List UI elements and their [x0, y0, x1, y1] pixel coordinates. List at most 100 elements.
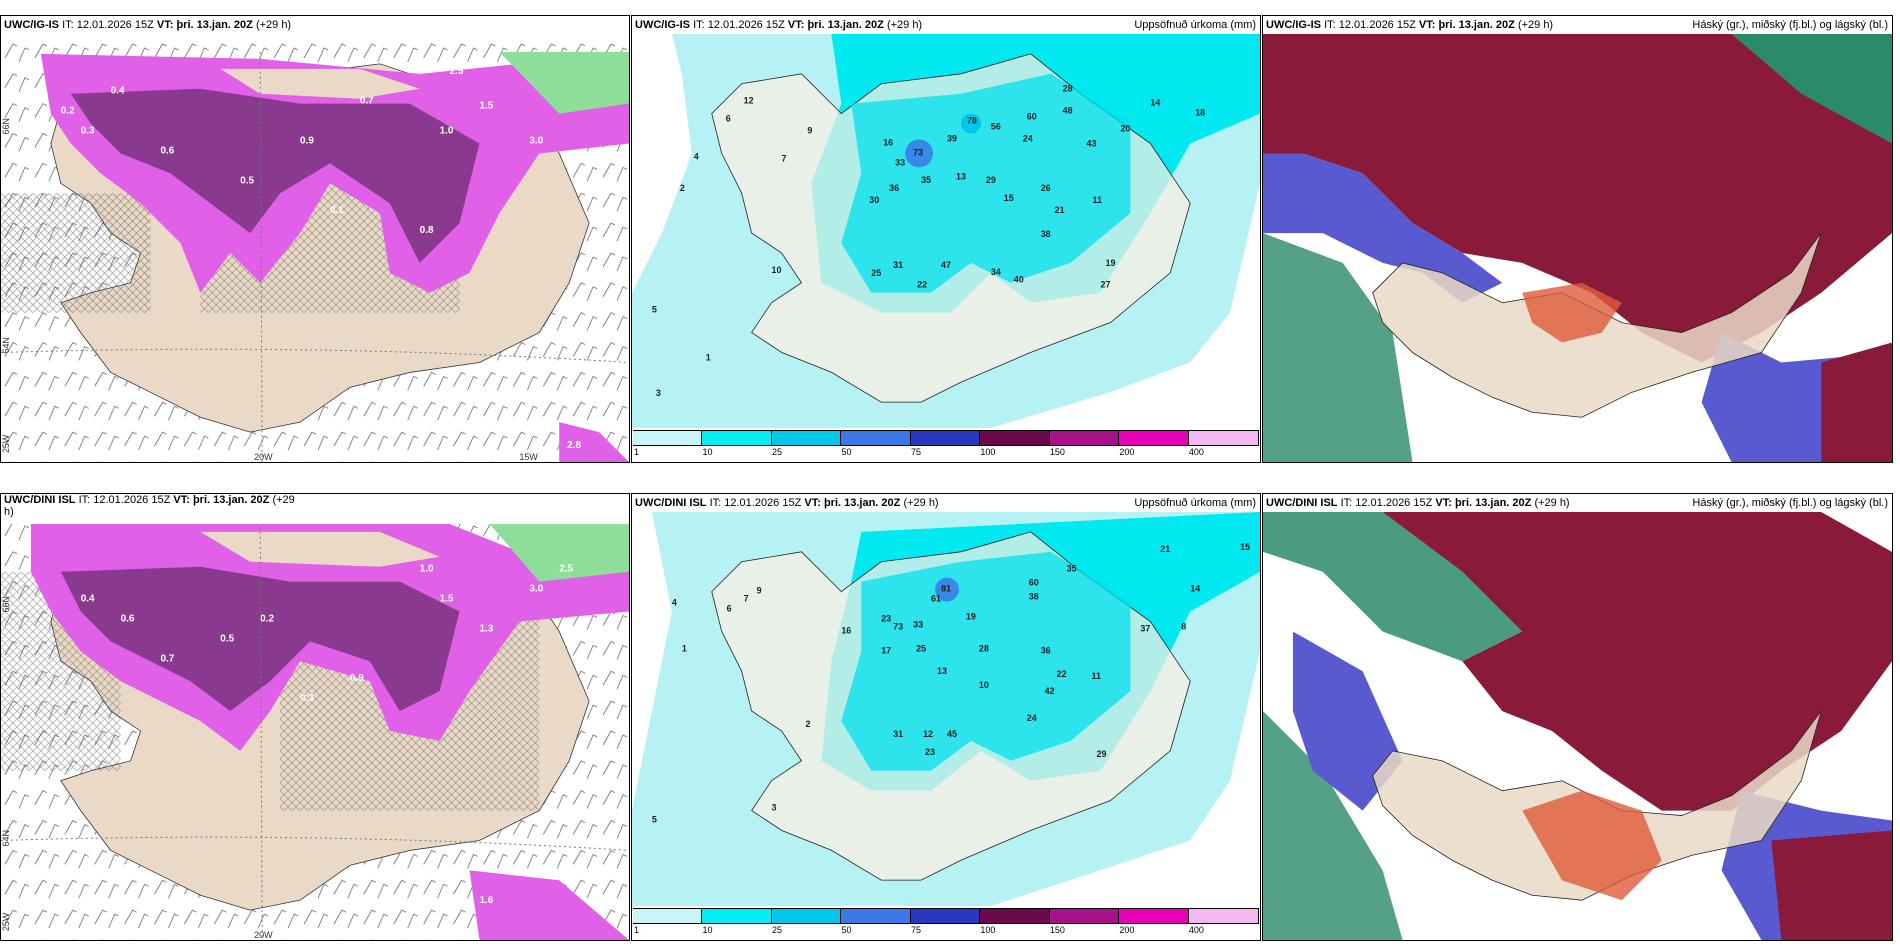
svg-text:5: 5	[652, 305, 657, 315]
panel-top-middle: UWC/IG-IS IT: 12.01.2026 15Z VT: þri. 13…	[631, 15, 1261, 463]
colorbar-swatch-6	[980, 431, 1050, 445]
tick: 200	[1119, 925, 1135, 935]
it-value: 12.01.2026 15Z	[1338, 19, 1416, 31]
svg-text:0.4: 0.4	[81, 594, 95, 605]
svg-text:0.7: 0.7	[360, 96, 374, 107]
colorbar-swatch-8	[1119, 431, 1189, 445]
svg-text:1.5: 1.5	[440, 594, 454, 605]
snow-labels: 0.4 0.6 0.7 0.5 0.3 1.5 1.3 1.0 3.0 2.5 …	[81, 564, 574, 906]
precip-map: 81 61 73 33 23 25 13 10 28 36 22 42 24 4…	[632, 512, 1260, 906]
svg-text:29: 29	[986, 175, 996, 185]
panel-bottom-right: UWC/DINI ISL IT: 12.01.2026 15Z VT: þri.…	[1262, 493, 1893, 941]
svg-text:45: 45	[947, 729, 957, 739]
colorbar-swatch-5	[910, 909, 981, 923]
svg-text:18: 18	[1195, 108, 1205, 118]
svg-text:56: 56	[991, 122, 1001, 132]
svg-text:0.3: 0.3	[300, 693, 314, 704]
map-title: Háský (gr.), miðský (fj.bl.) og lágský (…	[1692, 19, 1888, 31]
precip-max-cell	[935, 577, 959, 602]
colorbar-swatch-7	[1049, 909, 1120, 923]
colorbar-swatch-4	[841, 909, 911, 923]
colorbar-swatch-3	[771, 431, 842, 445]
model-name: UWC/DINI ISL	[635, 497, 707, 509]
svg-text:27: 27	[1101, 280, 1111, 290]
precip-map-svg: 81 61 73 33 23 25 13 10 28 36 22 42 24 4…	[632, 512, 1260, 906]
tick: 10	[702, 925, 713, 935]
svg-text:37: 37	[1140, 623, 1150, 633]
svg-text:28: 28	[1063, 84, 1073, 94]
vt-label: VT: þri. 13.jan. 20Z	[804, 497, 901, 509]
svg-text:26: 26	[1041, 183, 1051, 193]
svg-text:9: 9	[757, 586, 762, 596]
svg-text:12: 12	[923, 729, 933, 739]
lon-label-20: 20W	[254, 452, 273, 462]
lead-time: (+29	[272, 494, 295, 506]
snow-map: 0.4 0.6 0.7 0.5 0.3 1.5 1.3 1.0 3.0 2.5 …	[1, 512, 629, 940]
it-value: 12.01.2026 15Z	[1355, 497, 1433, 509]
panel-header: UWC/IG-IS IT: 12.01.2026 15Z VT: þri. 13…	[1263, 16, 1892, 34]
vt-label: VT: þri. 13.jan. 20Z	[1435, 497, 1532, 509]
lead-time: (+29 h)	[255, 19, 292, 31]
cloud-map	[1263, 512, 1892, 940]
green-area-ne	[479, 512, 629, 582]
colorbar-swatch-9	[1188, 909, 1259, 923]
lead-time-wrap: h)	[4, 506, 14, 518]
svg-text:0.2: 0.2	[61, 106, 75, 117]
it-value: 12.01.2026 15Z	[93, 494, 171, 506]
svg-text:3: 3	[772, 802, 777, 812]
svg-text:2.8: 2.8	[567, 440, 581, 451]
precip-band-core	[70, 88, 480, 263]
svg-text:47: 47	[941, 260, 951, 270]
it-value: 12.01.2026 15Z	[76, 19, 154, 31]
svg-text:21: 21	[1160, 544, 1170, 554]
svg-text:6: 6	[726, 114, 731, 124]
svg-text:34: 34	[991, 267, 1001, 277]
svg-text:19: 19	[966, 611, 976, 621]
svg-text:3: 3	[656, 388, 661, 398]
tick: 100	[980, 447, 996, 457]
svg-text:15: 15	[1004, 193, 1014, 203]
svg-text:23: 23	[881, 613, 891, 623]
panel-top-right: UWC/IG-IS IT: 12.01.2026 15Z VT: þri. 13…	[1262, 15, 1893, 463]
precip-cell	[960, 113, 981, 134]
tick: 10	[702, 447, 713, 457]
svg-text:31: 31	[893, 260, 903, 270]
svg-text:2.5: 2.5	[559, 564, 573, 575]
cloud-map	[1263, 34, 1892, 462]
svg-text:21: 21	[1055, 205, 1065, 215]
panel-header: UWC/DINI ISL IT: 12.01.2026 15Z VT: þri.…	[1, 494, 629, 524]
mid-cloud-red-se	[1821, 342, 1892, 462]
panel-header: UWC/IG-IS IT: 12.01.2026 15Z VT: þri. 13…	[1, 16, 629, 34]
precip-inland-band	[841, 73, 1131, 293]
svg-text:16: 16	[883, 137, 893, 147]
tick: 100	[980, 925, 996, 935]
map-title: Uppsöfnuð úrkoma (mm)	[1134, 19, 1256, 31]
svg-text:60: 60	[1029, 578, 1039, 588]
svg-text:1.6: 1.6	[479, 895, 493, 906]
svg-text:15: 15	[1240, 542, 1250, 552]
precip-inner-hole	[220, 68, 420, 99]
it-label: IT:	[709, 497, 722, 509]
svg-text:29: 29	[1097, 749, 1107, 759]
it-label: IT:	[1324, 19, 1336, 31]
svg-text:1: 1	[682, 643, 687, 653]
model-name: UWC/IG-IS	[635, 19, 690, 31]
svg-text:14: 14	[1190, 584, 1200, 594]
vt-label: VT: þri. 13.jan. 20Z	[173, 494, 270, 506]
colorbar-swatch-9	[1188, 431, 1259, 445]
svg-text:24: 24	[1023, 133, 1033, 143]
svg-text:9: 9	[807, 126, 812, 136]
svg-text:11: 11	[1092, 671, 1101, 681]
svg-text:5: 5	[652, 814, 657, 824]
precip-se-corner	[469, 870, 629, 940]
svg-text:11: 11	[1093, 195, 1102, 205]
vt-label: VT: þri. 13.jan. 20Z	[1418, 19, 1515, 31]
tick: 1	[634, 925, 640, 935]
lon-gridline	[259, 51, 263, 462]
lead-time: (+29 h)	[886, 19, 923, 31]
precip-map-svg: 73 78 39 56 16 33 30 36 35 13 29 15 26 2…	[632, 34, 1260, 428]
lon-label-25: 25W	[1, 912, 11, 931]
map-title: Háský (gr.), miðský (fj.bl.) og lágský (…	[1692, 497, 1888, 509]
high-cloud-teal-sw	[1263, 711, 1403, 940]
precip-map: 73 78 39 56 16 33 30 36 35 13 29 15 26 2…	[632, 34, 1260, 428]
